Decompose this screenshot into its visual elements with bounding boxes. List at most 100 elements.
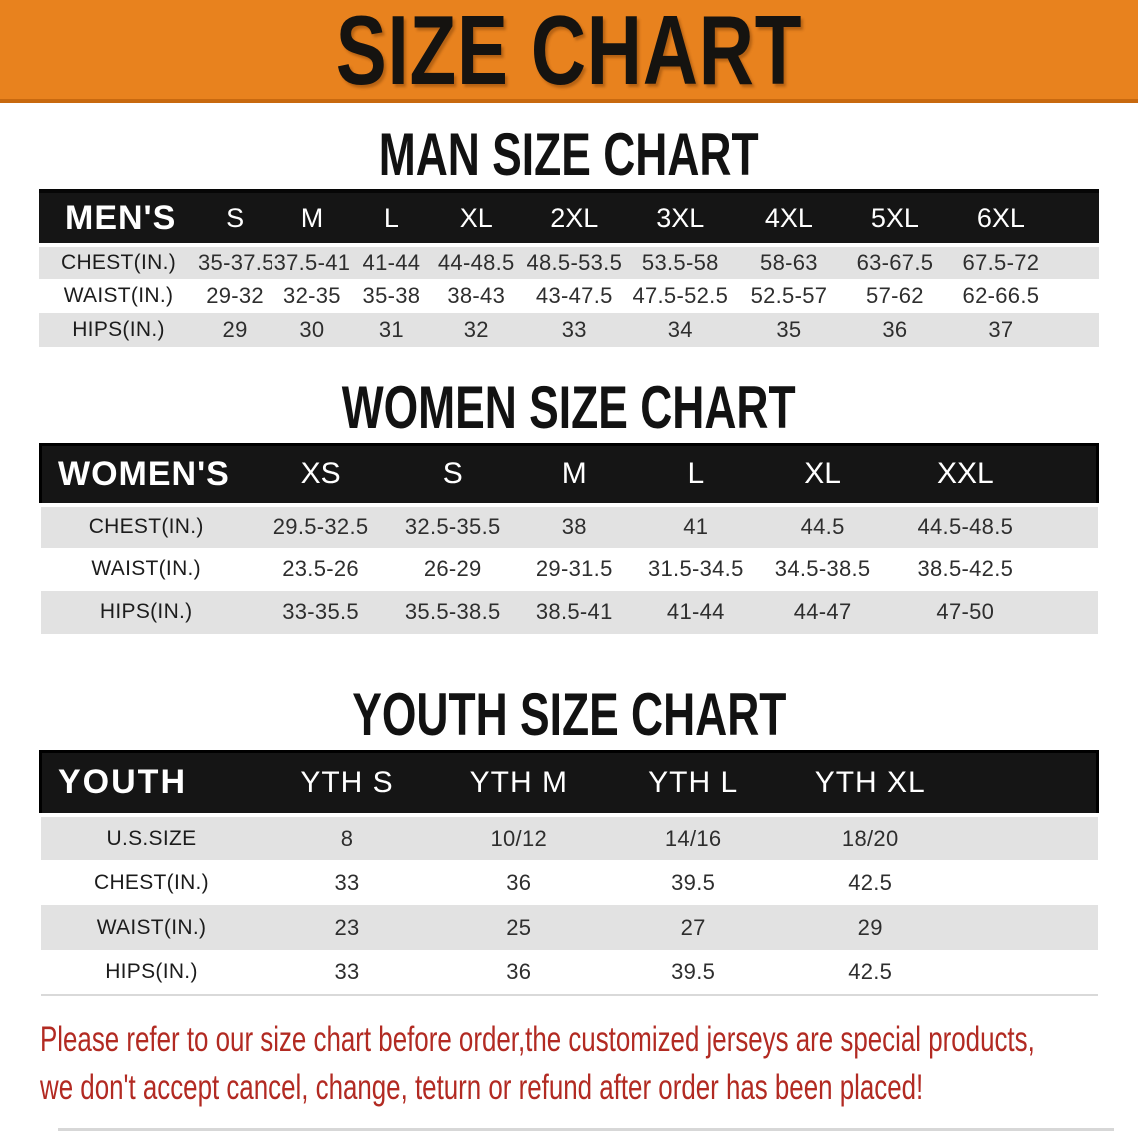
value-cell: 30 [272, 313, 352, 347]
value-cell: 53.5-58 [627, 243, 734, 279]
value-cell: 37.5-41 [272, 243, 352, 279]
col-header: L [632, 443, 760, 506]
value-cell: 33 [262, 860, 432, 905]
women-hips-row: HIPS(IN.) 33-35.5 35.5-38.5 38.5-41 41-4… [40, 590, 1098, 634]
value-cell: 29 [780, 905, 961, 950]
row-label: HIPS(IN.) [40, 950, 263, 995]
col-header: 4XL [733, 189, 845, 245]
value-cell: 35 [733, 313, 845, 347]
value-cell: 58-63 [733, 243, 845, 279]
value-cell: 29-32 [198, 279, 273, 313]
value-cell: 38.5-42.5 [886, 547, 1045, 591]
value-cell: 38.5-41 [516, 590, 633, 634]
value-cell: 47-50 [886, 590, 1045, 634]
men-size-table: MEN'S S M L XL 2XL 3XL 4XL 5XL 6XL CHEST… [39, 189, 1099, 347]
col-header: L [351, 189, 432, 245]
col-header: XL [759, 443, 887, 506]
row-label: HIPS(IN.) [40, 590, 252, 634]
women-heading-text: WOMEN SIZE CHART [342, 374, 796, 441]
row-label: CHEST(IN.) [40, 502, 252, 548]
value-cell: 44-48.5 [431, 243, 522, 279]
women-group-label: WOMEN'S [38, 443, 252, 506]
row-label: WAIST(IN.) [40, 905, 263, 950]
value-cell: 48.5-53.5 [521, 243, 628, 279]
row-label: HIPS(IN.) [39, 313, 198, 347]
value-cell: 42.5 [780, 950, 961, 995]
youth-header-row: YOUTH YTH S YTH M YTH L YTH XL [39, 749, 1100, 817]
youth-chest-row: CHEST(IN.) 33 36 39.5 42.5 [40, 860, 1098, 905]
col-header: 2XL [521, 189, 628, 245]
bottom-edge-divider [58, 1128, 1114, 1131]
spacer-cell [1044, 547, 1098, 591]
spacer-cell [960, 950, 1098, 995]
value-cell: 23.5-26 [251, 547, 390, 591]
value-cell: 42.5 [780, 860, 961, 905]
col-header: S [198, 189, 273, 245]
youth-waist-row: WAIST(IN.) 23 25 27 29 [40, 905, 1098, 950]
value-cell: 33 [521, 313, 628, 347]
value-cell: 39.5 [605, 860, 781, 905]
col-header: XS [251, 443, 390, 506]
women-header-row: WOMEN'S XS S M L XL XXL [38, 443, 1099, 506]
value-cell: 63-67.5 [844, 243, 946, 279]
value-cell: 29-31.5 [516, 547, 633, 591]
youth-heading-text: YOUTH SIZE CHART [351, 680, 787, 748]
value-cell: 29.5-32.5 [251, 502, 390, 548]
value-cell: 35-38 [351, 279, 432, 313]
value-cell: 52.5-57 [733, 279, 845, 313]
value-cell: 41-44 [632, 590, 760, 634]
spacer-cell [960, 905, 1098, 950]
men-hips-row: HIPS(IN.) 29 30 31 32 33 34 35 36 37 [39, 313, 1099, 347]
row-label: WAIST(IN.) [39, 279, 198, 313]
col-header: 3XL [627, 189, 734, 245]
spacer-cell [1056, 279, 1099, 313]
value-cell: 14/16 [605, 813, 781, 860]
col-header: M [516, 443, 633, 506]
col-header: YTH S [262, 749, 432, 817]
col-header: YTH L [605, 749, 781, 817]
men-waist-row: WAIST(IN.) 29-32 32-35 35-38 38-43 43-47… [39, 279, 1099, 313]
spacer-cell [960, 813, 1098, 860]
women-section-heading: WOMEN SIZE CHART [0, 373, 1138, 443]
order-policy-line-2: we don't accept cancel, change, teturn o… [40, 1068, 924, 1107]
value-cell: 44-47 [759, 590, 887, 634]
row-label: CHEST(IN.) [39, 243, 198, 279]
col-header: 6XL [945, 189, 1057, 245]
value-cell: 34 [627, 313, 734, 347]
women-chest-row: CHEST(IN.) 29.5-32.5 32.5-35.5 38 41 44.… [40, 502, 1098, 548]
col-header: 5XL [844, 189, 946, 245]
value-cell: 41-44 [351, 243, 432, 279]
banner: SIZE CHART [0, 0, 1138, 103]
col-header: XL [431, 189, 522, 245]
youth-section-heading: YOUTH SIZE CHART [0, 680, 1138, 750]
spacer-cell [960, 749, 1100, 817]
spacer-cell [960, 860, 1098, 905]
spacer-cell [1056, 243, 1099, 279]
value-cell: 36 [431, 950, 606, 995]
value-cell: 25 [431, 905, 606, 950]
value-cell: 31 [351, 313, 432, 347]
value-cell: 23 [262, 905, 432, 950]
value-cell: 36 [431, 860, 606, 905]
value-cell: 36 [844, 313, 946, 347]
value-cell: 31.5-34.5 [632, 547, 760, 591]
value-cell: 29 [198, 313, 273, 347]
men-header-row: MEN'S S M L XL 2XL 3XL 4XL 5XL 6XL [39, 189, 1099, 245]
row-label: WAIST(IN.) [40, 547, 252, 591]
value-cell: 8 [262, 813, 432, 860]
row-label: CHEST(IN.) [40, 860, 263, 905]
value-cell: 34.5-38.5 [759, 547, 887, 591]
value-cell: 27 [605, 905, 781, 950]
youth-ussize-row: U.S.SIZE 8 10/12 14/16 18/20 [40, 813, 1098, 860]
value-cell: 37 [945, 313, 1057, 347]
spacer-cell [1044, 443, 1099, 506]
men-chest-row: CHEST(IN.) 35-37.5 37.5-41 41-44 44-48.5… [39, 243, 1099, 279]
value-cell: 38-43 [431, 279, 522, 313]
value-cell: 32-35 [272, 279, 352, 313]
order-policy-note: Please refer to our size chart before or… [40, 1016, 1035, 1112]
youth-size-table: YOUTH YTH S YTH M YTH L YTH XL U.S.SIZE … [39, 749, 1100, 996]
order-policy-line-1: Please refer to our size chart before or… [40, 1020, 1035, 1059]
col-header: M [272, 189, 352, 245]
value-cell: 35.5-38.5 [389, 590, 517, 634]
